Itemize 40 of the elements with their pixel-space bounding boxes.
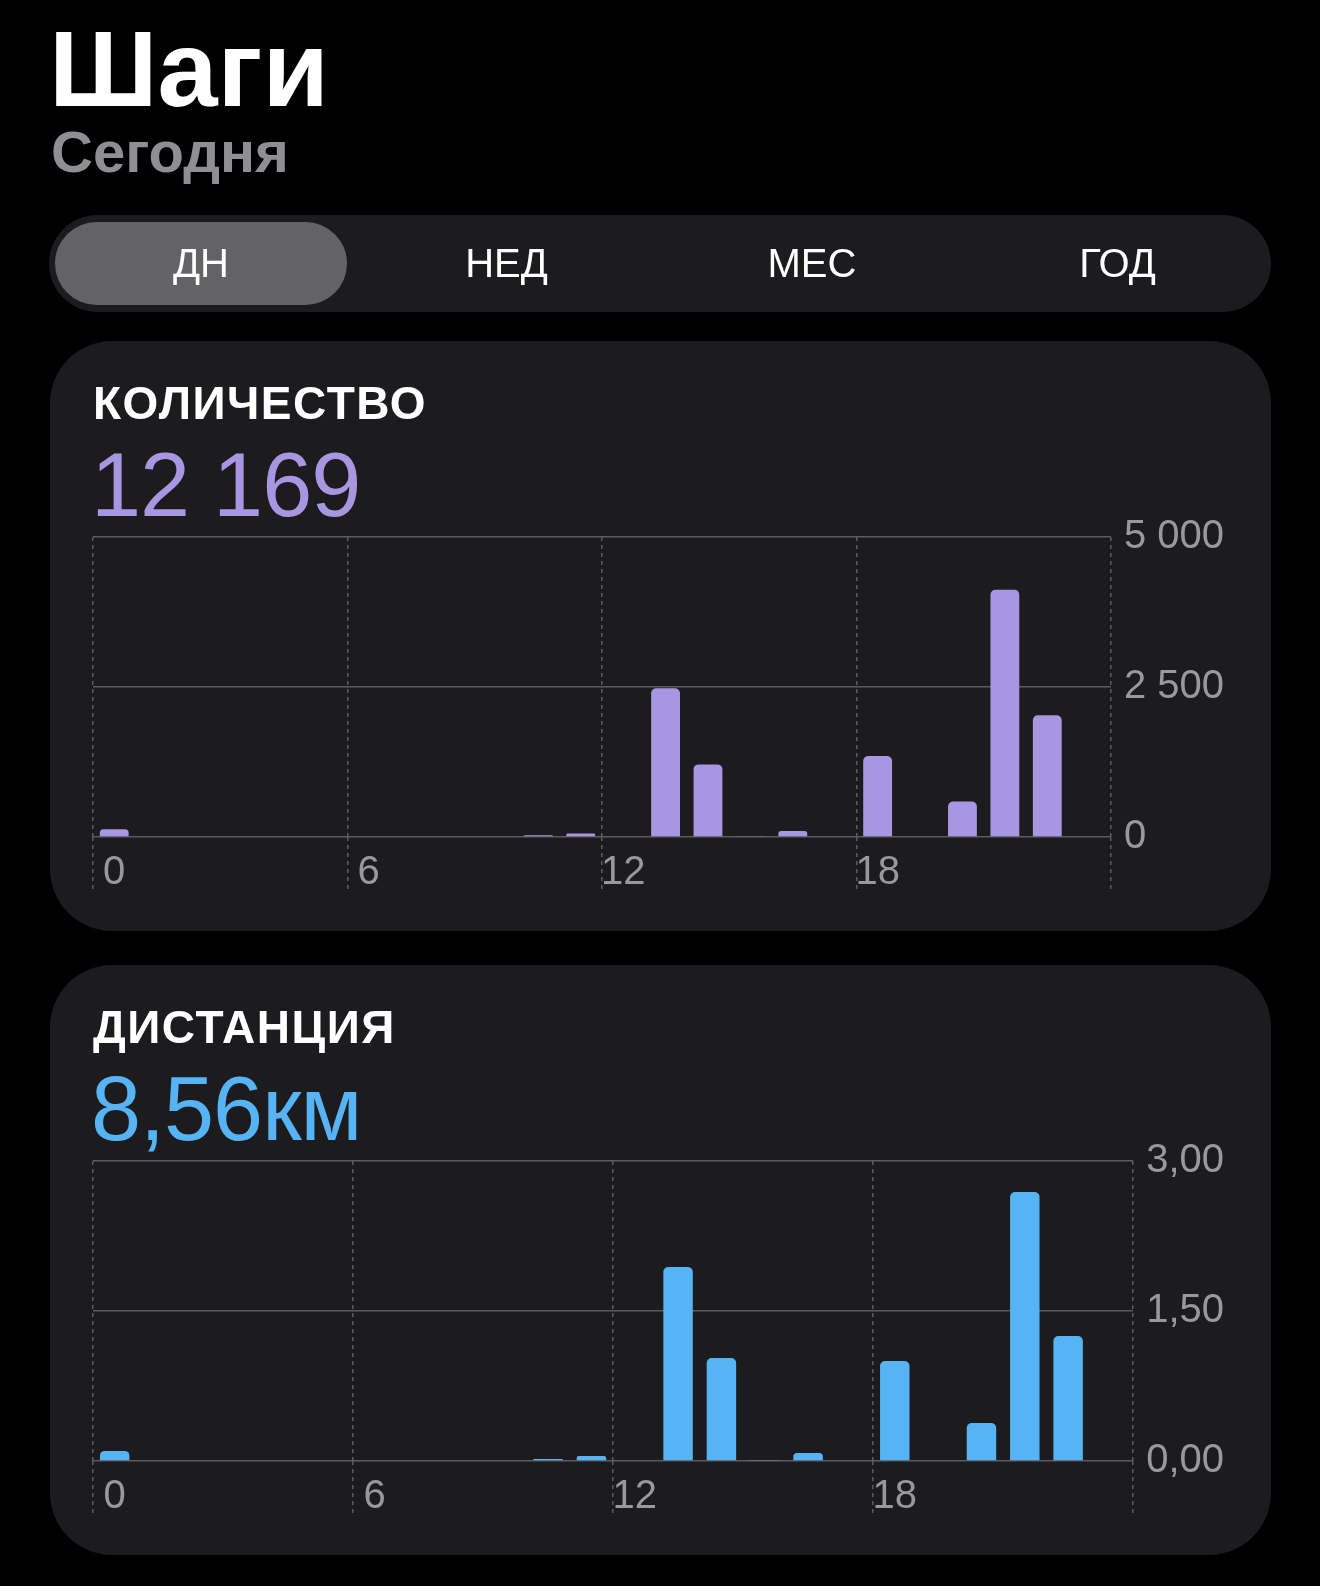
- bar: [880, 1361, 910, 1461]
- x-tick-label: 12: [612, 1472, 657, 1517]
- y-tick-label: 3,00: [1146, 1136, 1225, 1181]
- bar: [990, 589, 1020, 837]
- bar: [793, 1453, 823, 1461]
- bar: [693, 764, 723, 837]
- period-tab: ГОД: [971, 222, 1264, 305]
- y-tick-label: 5 000: [1123, 512, 1225, 557]
- bar: [99, 1451, 130, 1461]
- bar: [1053, 1336, 1083, 1461]
- bar: [663, 1267, 693, 1461]
- y-tick-label: 2 500: [1123, 662, 1225, 707]
- x-tick-label: 6: [363, 1472, 386, 1517]
- x-tick-label: 18: [872, 1472, 918, 1517]
- x-tick-label: 0: [103, 848, 126, 893]
- y-tick-label: 0,00: [1146, 1436, 1225, 1481]
- y-tick-label: 1,50: [1146, 1286, 1225, 1331]
- bar: [99, 829, 129, 837]
- x-tick-label: 18: [855, 848, 900, 893]
- x-tick-label: 12: [600, 848, 646, 893]
- bar: [1010, 1192, 1040, 1461]
- bar: [706, 1358, 737, 1461]
- chart-subtitle: 8,56км: [91, 1059, 362, 1159]
- x-tick-label: 6: [357, 848, 380, 893]
- bar: [651, 688, 680, 837]
- bar: [576, 1456, 607, 1461]
- bar: [863, 756, 893, 837]
- bar: [1032, 715, 1062, 837]
- chart-title: КОЛИЧЕСТВО: [93, 377, 428, 429]
- period-tab: ДН: [55, 222, 347, 305]
- y-tick-label: 0: [1123, 812, 1147, 857]
- period-tab: НЕД: [360, 222, 653, 305]
- bar: [966, 1423, 997, 1461]
- x-tick-label: 0: [103, 1472, 126, 1517]
- chart-subtitle: 12 169: [91, 435, 361, 535]
- chart-title: ДИСТАНЦИЯ: [93, 1001, 396, 1053]
- bar: [948, 801, 977, 837]
- period-tab: МЕС: [666, 222, 958, 305]
- bar: [566, 833, 596, 837]
- bar: [778, 831, 808, 837]
